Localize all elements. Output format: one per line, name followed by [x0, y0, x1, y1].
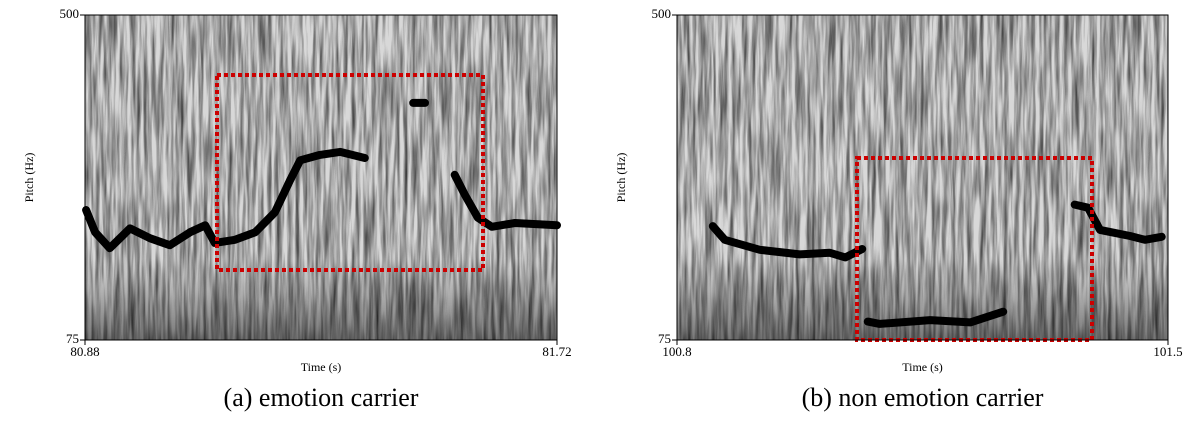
spectrogram-low-band — [677, 15, 1168, 340]
y-tick-label: 500 — [652, 6, 672, 21]
caption: (b) non emotion carrier — [802, 383, 1044, 412]
plot-frame — [84, 14, 558, 341]
y-tick-label: 500 — [60, 6, 80, 21]
x-axis-label: Time (s) — [902, 360, 943, 374]
y-axis-label: Pitch (Hz) — [22, 153, 36, 203]
y-axis-label: Pitch (Hz) — [614, 153, 628, 203]
y-tick-label: 75 — [658, 331, 671, 346]
y-tick-label: 75 — [66, 331, 79, 346]
caption: (a) emotion carrier — [224, 383, 419, 412]
x-tick-label: 80.88 — [70, 344, 99, 359]
highlight-box — [215, 73, 485, 272]
x-axis-label: Time (s) — [301, 360, 342, 374]
x-tick-label: 100.8 — [662, 344, 691, 359]
x-tick-label: 81.72 — [542, 344, 571, 359]
x-tick-label: 101.5 — [1153, 344, 1182, 359]
pitch-contour — [708, 200, 1166, 328]
spectrogram-low-band — [85, 15, 557, 340]
plot-frame — [676, 14, 1169, 341]
